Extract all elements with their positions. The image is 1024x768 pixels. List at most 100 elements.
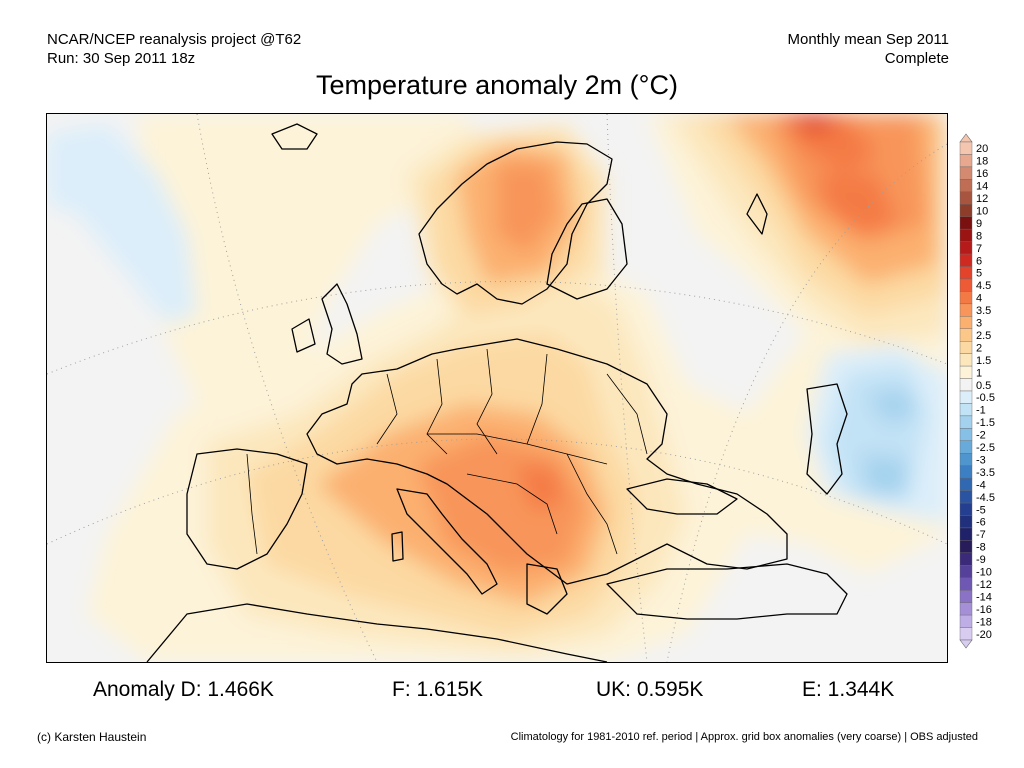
- legend-label: -4: [976, 479, 986, 491]
- legend-swatch: [959, 502, 973, 516]
- legend-label: 6: [976, 255, 982, 267]
- anomaly-france: F: 1.615K: [392, 678, 484, 701]
- legend-swatch: [959, 303, 973, 317]
- coastline-continental-europe: [306, 338, 788, 585]
- legend-swatch: [959, 278, 973, 292]
- legend-label: -14: [976, 591, 992, 603]
- legend-swatch: [959, 565, 973, 578]
- legend-swatch: [959, 614, 973, 628]
- anomaly-zone-colder-caspian: [867, 389, 917, 424]
- coastline-black-sea: [626, 478, 738, 515]
- legend-swatch: [959, 353, 973, 367]
- legend-label: -10: [976, 567, 992, 579]
- anomaly-zone-colder-caspian-south: [862, 454, 907, 494]
- legend-swatch: [959, 453, 973, 466]
- coastline-turkey: [606, 563, 848, 620]
- legend-label: 9: [976, 218, 982, 230]
- legend-min-arrow: [959, 639, 973, 649]
- legend-label: 20: [976, 143, 988, 155]
- legend-label: -2.5: [976, 442, 995, 454]
- coastlines: [146, 123, 848, 662]
- anomaly-zone-peak-balkans: [517, 464, 562, 509]
- legend-label: -16: [976, 604, 992, 616]
- legend-swatch: [959, 477, 973, 491]
- anomaly-summary: Anomaly D: 1.466K F: 1.615K UK: 0.595K E…: [0, 678, 1024, 706]
- legend-swatch: [959, 577, 973, 591]
- coastline-greece: [526, 563, 568, 615]
- legend-label: -5: [976, 504, 986, 516]
- legend-swatch: [959, 515, 973, 529]
- legend-label: -0.5: [976, 392, 995, 404]
- coastline-finland: [546, 198, 628, 300]
- legend-label: 3.5: [976, 305, 991, 317]
- anomaly-zone-max-northeast: [787, 114, 837, 132]
- coastline-africa: [146, 603, 608, 662]
- legend-label: 4: [976, 293, 982, 305]
- legend-max-arrow: [959, 133, 973, 143]
- legend-swatch: [959, 253, 973, 267]
- legend-swatch: [959, 340, 973, 354]
- legend-swatch: [959, 378, 973, 392]
- legend-swatch: [959, 627, 973, 641]
- legend-label: 10: [976, 205, 988, 217]
- legend-swatch: [959, 291, 973, 305]
- legend-swatch: [959, 266, 973, 280]
- coastline-sardinia: [391, 531, 404, 562]
- legend-scale: 201816141210987654.543.532.521.510.5-0.5…: [959, 133, 995, 649]
- coastline-british-isles: [321, 283, 363, 365]
- anomaly-zone-peak-northeast-core: [817, 174, 897, 234]
- anomaly-spain: E: 1.344K: [802, 678, 895, 701]
- country-borders: [246, 348, 648, 555]
- legend-label: -18: [976, 616, 992, 628]
- legend-label: 1: [976, 367, 982, 379]
- run-label: Run: 30 Sep 2011 18z: [47, 50, 196, 67]
- legend-label: 16: [976, 168, 988, 180]
- legend-swatch: [959, 540, 973, 554]
- coastline-iberia: [186, 448, 308, 570]
- legend-label: -3.5: [976, 467, 995, 479]
- legend-label: 12: [976, 193, 988, 205]
- legend-label: -12: [976, 579, 992, 591]
- legend-label: 3: [976, 318, 982, 330]
- legend-swatch: [959, 228, 973, 242]
- legend-swatch: [959, 204, 973, 217]
- run-info: NCAR/NCEP reanalysis project @T62 Run: 3…: [47, 30, 301, 68]
- period-info: Monthly mean Sep 2011 Complete: [788, 30, 950, 68]
- legend-swatch: [959, 428, 973, 442]
- legend-label: -1.5: [976, 417, 995, 429]
- legend-swatch: [959, 328, 973, 342]
- anomaly-zone-cold-atlantic: [47, 124, 197, 324]
- legend-label: -20: [976, 629, 992, 641]
- anomaly-germany: Anomaly D: 1.466K: [93, 678, 274, 701]
- legend-label: -3: [976, 454, 986, 466]
- status-label: Complete: [884, 50, 949, 67]
- legend-swatch: [959, 141, 973, 155]
- legend-label: 14: [976, 181, 988, 193]
- source-label: NCAR/NCEP reanalysis project @T62: [47, 31, 302, 48]
- color-legend: 20 18 16 14 12 10 9 8 7 6 5 4.5 4 3.5 3 2.5 2 1.5 1 0.5 -0.5…: [958, 128, 1018, 654]
- legend-swatch: [959, 490, 973, 504]
- anomaly-uk: UK: 0.595K: [596, 678, 704, 701]
- legend-swatch: [959, 241, 973, 255]
- legend-swatch: [959, 179, 973, 192]
- legend-swatch: [959, 602, 973, 616]
- legend-label: 7: [976, 243, 982, 255]
- legend-label: 4.5: [976, 280, 991, 292]
- anomaly-zone-peak-northeast: [777, 114, 877, 174]
- legend-swatch: [959, 191, 973, 205]
- anomaly-zone-pale-north-atlantic: [137, 114, 477, 414]
- coastline-novaya-zemlya: [746, 193, 768, 235]
- legend-label: 18: [976, 156, 988, 168]
- climatology-note: Climatology for 1981-2010 ref. period | …: [510, 731, 978, 743]
- legend-label: 8: [976, 230, 982, 242]
- copyright-credit: (c) Karsten Haustein: [37, 730, 147, 744]
- legend-swatch: [959, 527, 973, 541]
- coastline-scandinavia: [418, 141, 613, 305]
- legend-label: 0.5: [976, 380, 991, 392]
- legend-swatch: [959, 552, 973, 566]
- legend-label: -2: [976, 430, 986, 442]
- legend-label: 1.5: [976, 355, 991, 367]
- legend-label: -9: [976, 554, 986, 566]
- legend-swatch: [959, 166, 973, 180]
- legend-swatch: [959, 365, 973, 379]
